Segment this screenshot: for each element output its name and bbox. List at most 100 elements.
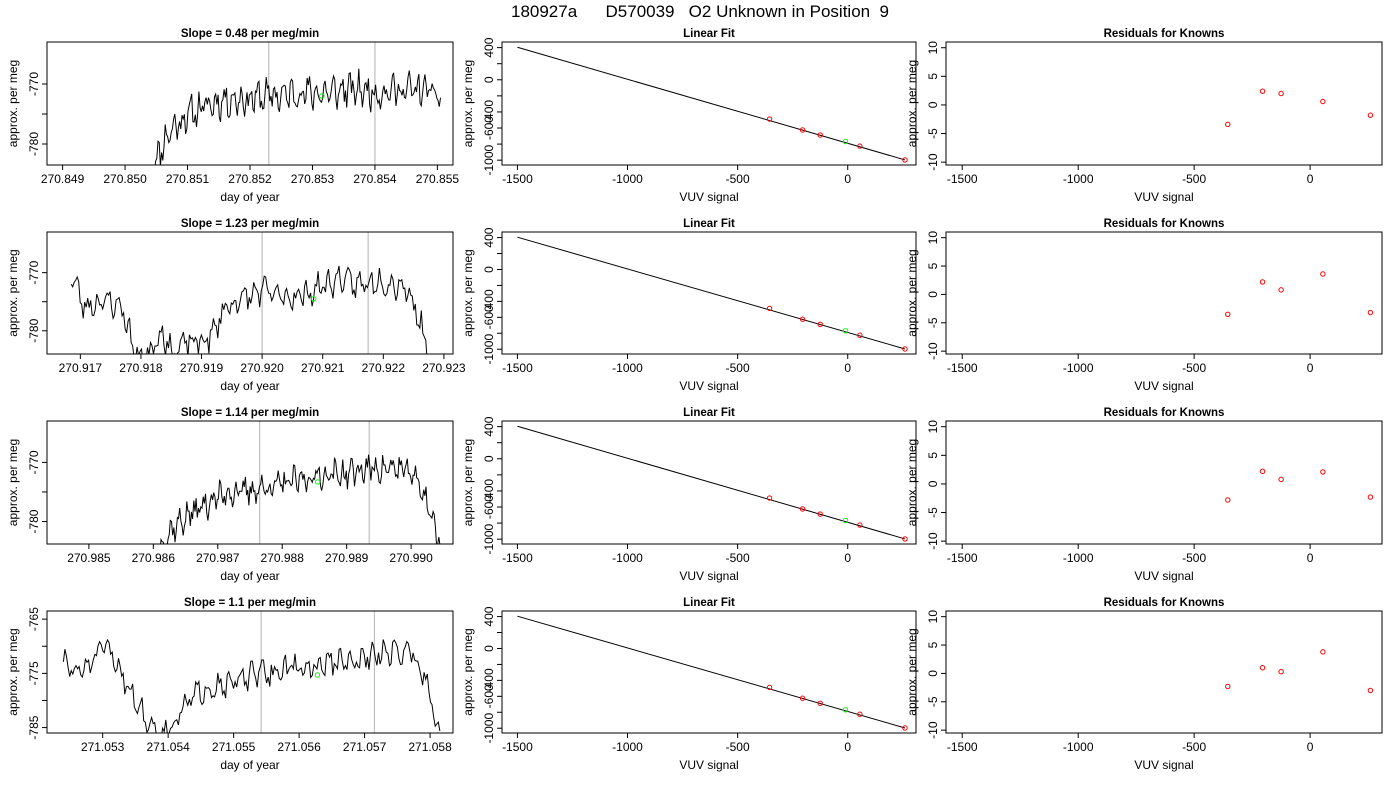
x-tick-label: -1000 xyxy=(1063,172,1094,186)
panel-title: Linear Fit xyxy=(683,407,735,419)
panel-title: Residuals for Knowns xyxy=(1104,597,1225,609)
y-axis-label: approx. per meg xyxy=(905,628,919,715)
y-tick-label: 5 xyxy=(926,262,940,269)
x-tick-label: 270.918 xyxy=(119,361,163,375)
x-tick-label: 270.919 xyxy=(180,361,224,375)
known-point xyxy=(1259,88,1266,94)
x-axis-label: VUV signal xyxy=(1134,379,1193,393)
known-point xyxy=(799,316,806,322)
y-tick-label: -5 xyxy=(926,507,940,518)
plot-frame xyxy=(501,231,917,355)
y-tick-label: -780 xyxy=(27,509,41,533)
unknown-point xyxy=(314,672,321,678)
x-tick-label: 270.922 xyxy=(362,361,406,375)
x-tick-label: 270.986 xyxy=(132,551,176,565)
known-point xyxy=(1259,665,1266,671)
panel-title: Residuals for Knowns xyxy=(1104,407,1225,419)
y-tick-label: 0 xyxy=(482,645,496,652)
x-axis-label: VUV signal xyxy=(679,569,738,583)
known-point xyxy=(902,536,908,542)
x-axis-label: VUV signal xyxy=(679,379,738,393)
x-axis-label: day of year xyxy=(220,758,279,772)
y-tick-label: 10 xyxy=(926,610,940,624)
y-axis-label: approx. per meg xyxy=(461,628,475,715)
known-point xyxy=(817,132,823,138)
y-tick-label: 400 xyxy=(482,606,496,626)
plot-frame xyxy=(501,420,917,545)
unknown-point xyxy=(319,93,325,99)
y-tick-label: -765 xyxy=(27,607,41,631)
x-tick-label: -1500 xyxy=(947,551,978,565)
plot-area xyxy=(517,425,908,542)
panel-title: Slope = 0.48 per meg/min xyxy=(181,28,319,40)
x-tick-label: -500 xyxy=(1182,551,1206,565)
x-tick-label: 270.987 xyxy=(196,551,240,565)
y-tick-label: 5 xyxy=(926,452,940,459)
x-axis-label: day of year xyxy=(220,569,279,583)
x-tick-label: -1000 xyxy=(1063,740,1094,754)
panel-title: Slope = 1.1 per meg/min xyxy=(184,597,316,609)
known-point xyxy=(1225,497,1231,503)
plot-area xyxy=(1225,468,1374,503)
y-axis-label: approx. per meg xyxy=(905,60,919,147)
y-tick-label: -10 xyxy=(926,342,940,360)
y-tick-label: 0 xyxy=(926,291,940,298)
known-point xyxy=(857,332,863,338)
x-axis-label: day of year xyxy=(220,190,279,204)
x-tick-label: 270.854 xyxy=(353,172,397,186)
x-tick-label: 270.855 xyxy=(416,172,460,186)
known-point xyxy=(799,506,806,512)
y-tick-label: -600 xyxy=(482,495,496,519)
data-trace xyxy=(62,638,441,733)
x-tick-label: -500 xyxy=(726,740,750,754)
x-tick-label: 270.849 xyxy=(41,172,85,186)
data-trace xyxy=(154,68,441,165)
x-tick-label: 0 xyxy=(1307,551,1314,565)
unknown-point xyxy=(842,707,849,713)
y-tick-label: -600 xyxy=(482,684,496,708)
plot-area xyxy=(70,232,428,354)
y-tick-label: -1000 xyxy=(482,713,496,744)
known-point xyxy=(1278,669,1284,675)
panel-1-2: Linear Fit VUV signal approx. per meg -1500… xyxy=(461,28,917,204)
y-tick-label: -5 xyxy=(926,317,940,328)
plot-area xyxy=(62,611,441,733)
x-tick-label: 270.921 xyxy=(301,361,345,375)
panel-1-3: Residuals for Knowns VUV signal approx. pe… xyxy=(905,28,1383,204)
known-point xyxy=(1367,112,1374,118)
x-tick-label: 0 xyxy=(844,361,851,375)
y-tick-label: -770 xyxy=(27,72,41,96)
x-tick-label: -1000 xyxy=(1063,361,1094,375)
x-tick-label: -1500 xyxy=(502,361,533,375)
x-tick-label: 0 xyxy=(1307,740,1314,754)
panel-1-1: Slope = 0.48 per meg/min day of year appro… xyxy=(6,28,459,204)
x-tick-label: 270.852 xyxy=(228,172,272,186)
y-tick-label: -770 xyxy=(27,260,41,284)
plot-area xyxy=(160,421,441,544)
y-tick-label: 0 xyxy=(926,101,940,108)
panel-3-3: Residuals for Knowns VUV signal approx. pe… xyxy=(905,407,1383,583)
plot-frame xyxy=(501,41,917,166)
y-tick-label: 10 xyxy=(926,231,940,245)
known-point xyxy=(1278,90,1284,97)
known-point xyxy=(1320,649,1326,655)
x-tick-label: 271.058 xyxy=(408,740,452,754)
x-tick-label: 271.056 xyxy=(277,740,321,754)
known-point xyxy=(1259,279,1266,285)
panel-title: Slope = 1.23 per meg/min xyxy=(181,218,319,230)
panel-title: Residuals for Knowns xyxy=(1104,218,1225,230)
x-tick-label: -1500 xyxy=(947,361,978,375)
y-tick-label: 0 xyxy=(926,480,940,487)
plot-frame xyxy=(945,610,1383,734)
plot-area xyxy=(517,615,908,731)
plot-frame xyxy=(945,41,1383,166)
y-axis-label: approx. per meg xyxy=(461,60,475,147)
x-tick-label: -500 xyxy=(726,361,750,375)
y-tick-label: 0 xyxy=(482,266,496,273)
panel-title: Linear Fit xyxy=(683,28,735,40)
x-tick-label: -1000 xyxy=(1063,551,1094,565)
data-trace xyxy=(70,265,428,354)
known-point xyxy=(857,711,863,717)
